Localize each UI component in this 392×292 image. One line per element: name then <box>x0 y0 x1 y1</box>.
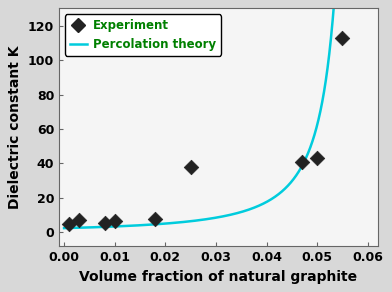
Point <box>187 165 194 169</box>
Point <box>76 218 82 223</box>
Point <box>314 156 320 161</box>
Point <box>66 222 72 226</box>
X-axis label: Volume fraction of natural graphite: Volume fraction of natural graphite <box>79 270 358 284</box>
Point <box>299 159 305 164</box>
Y-axis label: Dielectric constant K: Dielectric constant K <box>8 46 22 209</box>
Point <box>339 35 346 40</box>
Legend: Experiment, Percolation theory: Experiment, Percolation theory <box>65 14 221 55</box>
Point <box>102 221 108 225</box>
Point <box>112 219 118 224</box>
Point <box>152 216 158 221</box>
